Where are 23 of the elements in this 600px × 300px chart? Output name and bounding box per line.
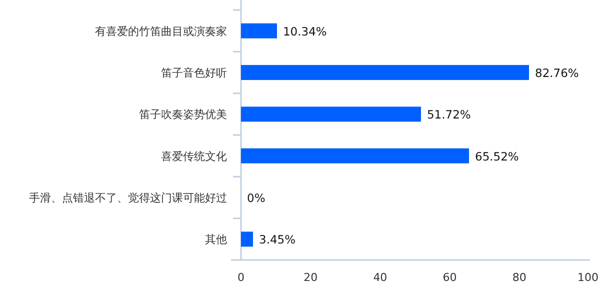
y-tick-label: 笛子音色好听 xyxy=(161,66,227,80)
y-tick-label: 喜爱传统文化 xyxy=(161,150,227,163)
data-label: 3.45% xyxy=(259,232,296,247)
bar xyxy=(241,148,470,164)
bar xyxy=(241,232,254,247)
x-tick-label: 60 xyxy=(442,271,457,284)
y-tick-label: 笛子吹奏姿势优美 xyxy=(139,108,227,122)
x-tick-label: 100 xyxy=(578,271,598,284)
y-tick-label: 其他 xyxy=(205,233,227,246)
data-label: 0% xyxy=(247,191,266,205)
y-tick-label: 手滑、点错退不了、觉得这门课可能好过 xyxy=(29,192,227,204)
x-tick-label: 40 xyxy=(373,271,388,284)
x-tick-label: 0 xyxy=(238,271,244,284)
x-tick-label: 20 xyxy=(304,271,318,284)
x-tick-label: 80 xyxy=(512,271,526,284)
bar xyxy=(241,65,530,80)
bar xyxy=(241,106,421,122)
data-label: 51.72% xyxy=(426,108,471,122)
y-tick-label: 有喜爱的竹笛曲目或演奏家 xyxy=(95,24,227,38)
bar xyxy=(241,23,277,38)
data-label: 82.76% xyxy=(535,66,579,80)
data-label: 10.34% xyxy=(282,24,327,38)
data-label: 65.52% xyxy=(475,149,519,164)
